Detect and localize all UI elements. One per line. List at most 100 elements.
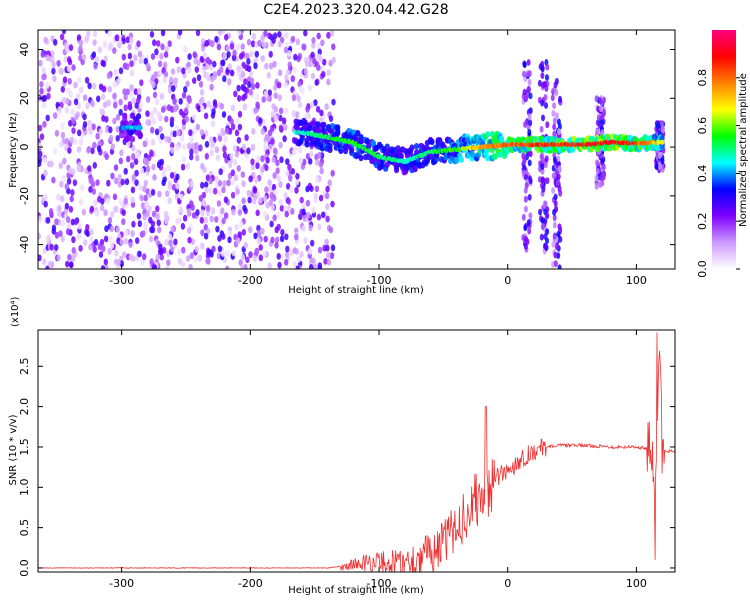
spectrogram-cell <box>320 39 325 47</box>
spectrogram-cell <box>48 208 54 215</box>
colorbar-tick-label: 0.2 <box>696 212 709 230</box>
spectrogram-cell <box>43 194 48 201</box>
spectrogram-cell <box>233 90 238 98</box>
spectrogram-cell <box>164 115 169 123</box>
spectrogram-cell <box>113 101 118 109</box>
spectrogram-cell <box>205 257 210 265</box>
spectrogram-cell <box>158 114 163 122</box>
spectrogram-cell <box>164 45 169 53</box>
spectrogram-cell <box>160 133 165 140</box>
spectrogram-cell <box>137 87 142 95</box>
spectrogram-cell <box>123 120 129 127</box>
spectrogram-cell <box>258 117 263 125</box>
spectrogram-cell <box>60 122 65 130</box>
spectrogram-cell <box>209 83 214 91</box>
spectrogram-cell <box>295 265 300 269</box>
spectrogram-cell <box>541 157 546 165</box>
spectrogram-cell <box>262 250 267 257</box>
spectrogram-cell <box>143 179 148 187</box>
spectrogram-cell <box>523 187 528 194</box>
spectrogram-cell <box>600 157 605 165</box>
spectrogram-cell <box>127 52 133 60</box>
spectrogram-cell <box>133 158 139 166</box>
spectrogram-cell <box>311 36 316 44</box>
spectrogram-cell <box>601 164 606 171</box>
spectrogram-cell <box>195 30 201 37</box>
spectrogram-cell <box>109 225 115 233</box>
spectrogram-cell <box>282 135 287 143</box>
spectrogram-cell <box>85 102 90 110</box>
spectrogram-cell <box>304 60 310 68</box>
spectrogram-cell <box>222 180 227 187</box>
spectrogram-cell <box>138 184 143 192</box>
spectrogram-frame <box>37 29 676 270</box>
spectrogram-cell <box>70 255 76 263</box>
spectrogram-cell <box>209 40 215 48</box>
spectrogram-cell <box>245 52 250 60</box>
spectrogram-cell <box>527 227 532 235</box>
spectrogram-cell <box>272 84 278 91</box>
spectrogram-cell <box>292 66 297 73</box>
spectrogram-cell <box>301 224 306 232</box>
spectrogram-cell <box>273 92 278 99</box>
spectrogram-cell <box>117 174 122 181</box>
spectrogram-cell <box>240 43 245 51</box>
spectrogram-cell <box>303 68 308 75</box>
spectrogram-cell <box>208 187 214 195</box>
spectrogram-cell <box>186 227 192 234</box>
snr-xtick-label: 100 <box>626 577 647 590</box>
spectrogram-cell <box>89 205 95 213</box>
spectrogram-cell <box>57 106 62 113</box>
spectrogram-cell <box>216 252 222 260</box>
spectrogram-cell <box>248 251 253 259</box>
spectrogram-cell <box>301 208 306 216</box>
spectrogram-cell <box>286 205 292 212</box>
spectrogram-cell <box>301 203 306 211</box>
spectrogram-cell <box>285 69 291 77</box>
spectrogram-cell <box>152 91 158 99</box>
spectrogram-cell <box>330 244 336 252</box>
spectrogram-cell <box>554 243 559 251</box>
spectrogram-cell <box>93 239 99 246</box>
spectrogram-cell <box>310 51 315 59</box>
spectrogram-cell <box>545 63 550 71</box>
spectrogram-cell <box>166 259 171 266</box>
spectrogram-cell <box>314 79 319 86</box>
spectrogram-cell <box>552 102 557 109</box>
spectrogram-cell <box>294 227 299 235</box>
spectrogram-cell <box>130 196 135 204</box>
spectrogram-cell <box>543 161 548 169</box>
spectrogram-cell <box>321 121 327 129</box>
spectrogram-cell <box>217 189 223 197</box>
spectrogram-cell <box>129 84 134 91</box>
spectrogram-cell <box>123 198 128 205</box>
spectrogram-cell <box>105 197 111 205</box>
spectrogram-cell <box>277 94 282 101</box>
spectrogram-cell <box>189 180 194 188</box>
spectrogram-cell <box>42 88 48 96</box>
spectrogram-cell <box>526 59 531 66</box>
spectrogram-cell <box>164 217 169 225</box>
spectrogram-cell <box>315 159 320 166</box>
spectrogram-cell <box>159 53 164 60</box>
spectrogram-cell <box>40 51 45 58</box>
spectrogram-cell <box>221 30 226 34</box>
spectrogram-cell <box>176 129 181 137</box>
spectrogram-cell <box>307 84 313 92</box>
spectrogram-cell <box>600 129 605 136</box>
spectrogram-cell <box>284 210 289 218</box>
spectrogram-cell <box>71 127 76 134</box>
spectrogram-cell <box>543 94 548 101</box>
spectrogram-cell <box>598 181 603 189</box>
spectrogram-cell <box>82 94 88 102</box>
spectrogram-cell <box>94 56 100 63</box>
spectrogram-cell <box>160 106 166 113</box>
colorbar-label: Normalized spectral amplitude <box>738 73 749 227</box>
spectrogram-cell <box>59 141 64 148</box>
spectrogram-cell <box>226 51 231 58</box>
spectrogram-xtick-label: -300 <box>109 274 134 287</box>
spectrogram-cell <box>127 101 132 108</box>
spectrogram-cell <box>291 94 297 102</box>
